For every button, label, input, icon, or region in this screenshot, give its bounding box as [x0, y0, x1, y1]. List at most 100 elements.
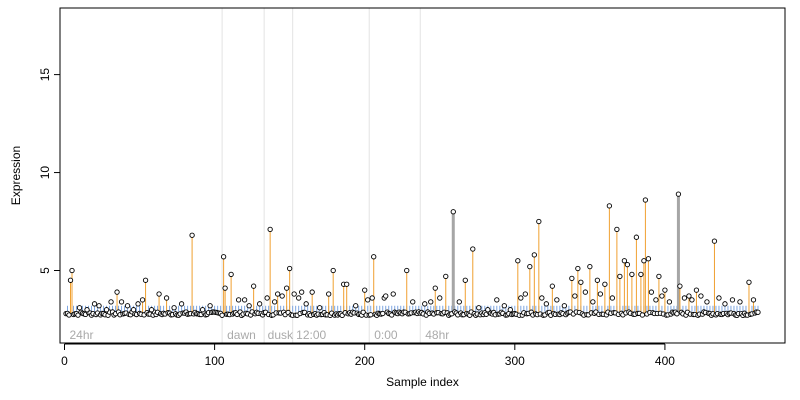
highlight-point — [638, 271, 644, 278]
background-point — [353, 303, 359, 309]
y-tick-label: 15 — [38, 68, 52, 82]
highlight-point — [432, 285, 438, 291]
highlight-point — [371, 254, 377, 260]
highlight-point — [189, 232, 195, 238]
background-point — [716, 295, 722, 301]
background-point — [722, 301, 728, 307]
background-point — [171, 305, 177, 311]
highlight-point — [114, 289, 120, 295]
background-point — [597, 291, 604, 297]
highlight-point — [633, 234, 640, 240]
background-point — [410, 299, 416, 305]
background-point — [291, 291, 297, 297]
expression-stems — [70, 194, 754, 314]
region-labels: 24hr dawn dusk 12:00 0:00 48hr — [70, 328, 450, 342]
highlight-point — [617, 273, 623, 280]
background-point — [124, 303, 131, 309]
background-point — [539, 295, 545, 301]
highlight-point — [536, 218, 542, 225]
y-tick-label: 10 — [38, 166, 52, 180]
highlight-point — [642, 197, 649, 203]
background-point — [666, 299, 673, 305]
highlight-point — [284, 285, 290, 291]
background-point — [103, 307, 110, 313]
highlight-point — [614, 226, 620, 233]
highlight-point — [344, 281, 350, 287]
background-point — [704, 299, 710, 305]
highlight-point — [569, 275, 575, 282]
region-label: dawn — [227, 328, 256, 342]
background-point — [390, 291, 396, 297]
region-label: 0:00 — [374, 328, 398, 342]
highlight-point — [602, 281, 608, 287]
background-point — [653, 297, 659, 303]
background-point — [543, 301, 549, 307]
y-axis: 5 10 15 — [38, 68, 61, 274]
background-point — [108, 299, 114, 305]
highlight-point — [746, 279, 752, 285]
highlight-point — [362, 287, 368, 293]
x-tick-label: 400 — [655, 354, 675, 368]
highlight-point — [594, 277, 601, 283]
highlight-point — [624, 261, 631, 268]
background-point — [572, 293, 578, 299]
background-point — [91, 301, 98, 307]
background-point — [130, 307, 137, 313]
background-point — [590, 299, 596, 305]
highlight-point — [163, 295, 170, 301]
highlight-point — [443, 273, 449, 280]
baseline-point — [639, 312, 646, 318]
background-point — [518, 295, 524, 301]
background-point — [76, 305, 83, 311]
background-point — [582, 289, 589, 295]
highlight-point — [686, 293, 692, 299]
background-point — [135, 301, 141, 307]
expression-points — [63, 191, 761, 319]
highlight-point — [228, 271, 234, 278]
highlight-point — [250, 283, 257, 289]
highlight-point — [750, 297, 757, 303]
background-point — [437, 295, 443, 301]
background-point — [365, 297, 371, 303]
highlight-point — [606, 203, 613, 209]
background-point — [648, 289, 655, 295]
background-point — [246, 303, 252, 309]
background-point — [689, 297, 695, 303]
highlight-point — [656, 273, 662, 280]
highlight-point — [220, 254, 227, 260]
highlight-point — [330, 267, 336, 274]
background-point — [501, 303, 507, 309]
background-point — [681, 295, 688, 301]
highlight-point — [69, 267, 75, 274]
highlight-point — [531, 252, 537, 258]
background-point — [659, 293, 665, 299]
highlight-point — [450, 209, 456, 215]
highlight-point — [470, 246, 476, 252]
highlight-point — [326, 291, 332, 297]
background-point — [235, 297, 242, 303]
background-point — [256, 301, 263, 307]
highlight-point — [587, 263, 593, 270]
highlight-point — [267, 226, 273, 233]
background-point — [296, 295, 302, 301]
background-point — [729, 297, 736, 303]
region-label: 48hr — [425, 328, 449, 342]
highlight-point — [287, 265, 293, 272]
highlight-point — [515, 258, 521, 264]
background-point — [241, 297, 248, 303]
highlight-point — [462, 277, 468, 283]
highlight-point — [275, 291, 281, 297]
highlight-point — [222, 285, 228, 291]
background-point — [476, 305, 482, 311]
highlight-point — [142, 277, 149, 283]
y-axis-title: Expression — [9, 146, 23, 205]
baseline-point — [66, 312, 72, 318]
background-point — [148, 307, 155, 313]
background-point — [84, 307, 90, 313]
background-point — [118, 299, 125, 305]
highlight-point — [527, 263, 533, 270]
baseline-point — [674, 311, 680, 317]
highlight-point — [156, 291, 162, 297]
highlight-point — [645, 256, 652, 262]
